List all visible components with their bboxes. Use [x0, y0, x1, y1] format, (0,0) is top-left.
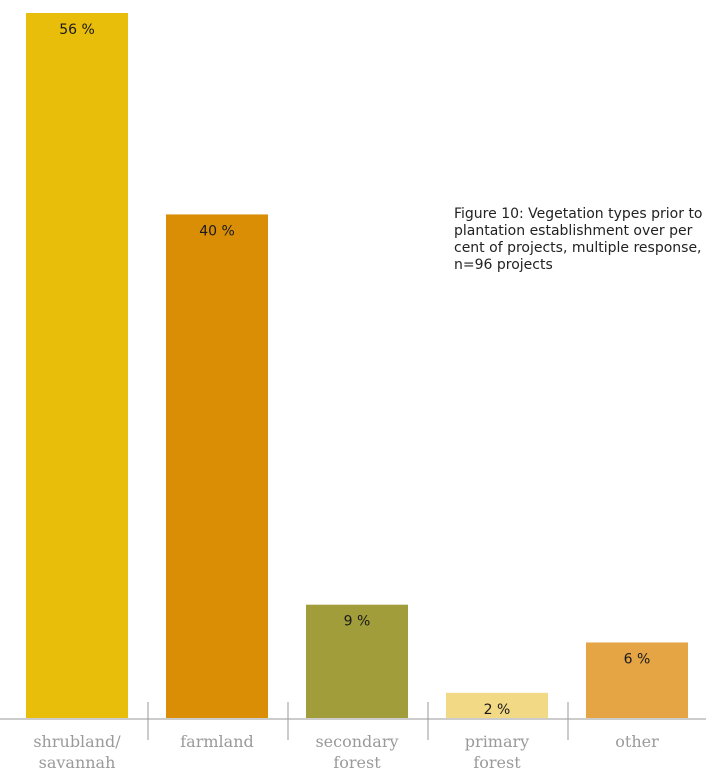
bar-value-label-4: 6 % [624, 651, 651, 667]
category-label-3-line-1: forest [473, 753, 521, 770]
bar-1 [166, 214, 268, 718]
bar-4 [586, 642, 688, 718]
category-label-2-line-1: forest [333, 753, 381, 770]
bar-3 [446, 692, 548, 718]
figure-caption: Figure 10: Vegetation types prior to pla… [454, 206, 703, 273]
category-label-0-line-1: savannah [39, 753, 116, 770]
category-label-4: other [615, 732, 659, 751]
category-label-0: shrubland/savannah [33, 732, 121, 770]
bar-value-label-3: 2 % [484, 702, 511, 718]
category-label-4-line-0: other [615, 732, 659, 751]
bar-value-label-2: 9 % [344, 614, 371, 630]
category-label-1-line-0: farmland [180, 732, 253, 751]
bar-0 [26, 13, 128, 718]
category-label-3: primary forest [465, 732, 529, 770]
category-label-2-line-0: secondary [315, 732, 398, 751]
category-label-3-line-0: primary [465, 732, 529, 751]
bar-2 [306, 604, 408, 718]
category-label-2: secondary forest [315, 732, 398, 770]
category-label-0-line-0: shrubland/ [33, 732, 121, 751]
category-label-1: farmland [180, 732, 253, 751]
bar-value-label-0: 56 % [59, 22, 95, 38]
bar-value-label-1: 40 % [199, 223, 235, 239]
